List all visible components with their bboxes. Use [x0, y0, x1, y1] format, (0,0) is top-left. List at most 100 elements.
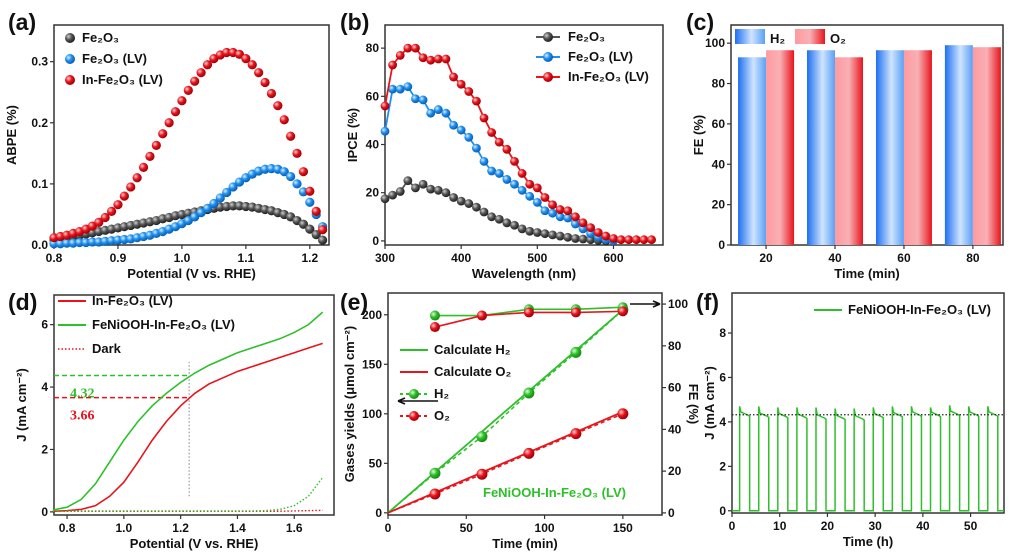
- data-point: [418, 95, 428, 105]
- data-point: [517, 224, 527, 234]
- data-point: [548, 208, 557, 218]
- data-point: [510, 179, 519, 189]
- series-1: [387, 410, 624, 514]
- data-point: [532, 197, 542, 207]
- data-point: [548, 230, 557, 240]
- data-point: [209, 198, 219, 209]
- data-point: [411, 183, 420, 193]
- data-point: [196, 68, 206, 78]
- series-0: [380, 176, 611, 246]
- legend-entry-0: Fe₂O₃: [536, 29, 605, 44]
- y-tick-label: 0.0: [31, 238, 48, 252]
- annotation-value: 3.66: [70, 409, 95, 424]
- legend-entry-0: FeNiOOH-In-Fe₂O₃ (LV): [814, 302, 991, 317]
- y-tick-label: 4: [41, 380, 48, 394]
- data-point: [639, 235, 649, 245]
- data-point: [471, 143, 481, 153]
- series-5: [429, 306, 628, 333]
- data-point: [183, 85, 193, 95]
- series-line: [387, 309, 624, 514]
- panel-b: (b) 300 400 500 600 0 20 40 60 80 Wavelength (nm) I…: [340, 9, 664, 281]
- legend: Fe₂O₃ Fe₂O₃ (LV) In-Fe₂O₃ (LV): [65, 30, 163, 87]
- legend-entry-2: Dark: [58, 341, 122, 356]
- y-right-tick-label: 0: [668, 506, 675, 520]
- x-tick-label: 80: [966, 251, 980, 265]
- data-point: [418, 179, 428, 189]
- data-point: [298, 167, 309, 177]
- data-point: [502, 175, 512, 184]
- data-point: [145, 151, 155, 161]
- data-point: [190, 76, 200, 86]
- y-tick-label: 0: [718, 238, 725, 252]
- panel-label: (b): [340, 9, 369, 35]
- y-axis-label: J (mA cm⁻²): [702, 366, 717, 440]
- y-tick-label: 150: [362, 357, 382, 371]
- data-point: [523, 387, 535, 399]
- data-point: [532, 228, 542, 237]
- legend-entry-3: O₂: [400, 408, 450, 423]
- y-right-tick-label: 20: [668, 464, 682, 478]
- data-point: [517, 185, 527, 195]
- data-point: [318, 225, 328, 235]
- data-point: [609, 234, 618, 243]
- x-tick-label: 1.0: [174, 251, 191, 265]
- data-point: [548, 200, 557, 210]
- x-tick-label: 0: [729, 519, 736, 533]
- x-tick-label: 100: [535, 521, 555, 535]
- y-tick-label: 80: [712, 77, 726, 91]
- panel-label: (e): [340, 289, 368, 315]
- legend-entry-1: Calculate O₂: [400, 364, 512, 379]
- panel-f: (f) 0 10 20 30 40 50 0 2 4 6 8 Time (h) J (mA cm⁻²) Fe…: [696, 289, 1005, 549]
- y-right-tick-label: 60: [668, 381, 682, 395]
- data-point: [525, 191, 535, 201]
- panel-e: (e)0 50 100 150050100150200020406080100Time…: [340, 289, 701, 551]
- bar: [807, 50, 836, 246]
- legend-entry-2: H₂: [400, 386, 449, 401]
- y-right-tick-label: 100: [668, 297, 688, 311]
- plot-frame: [53, 24, 330, 246]
- data-point: [305, 224, 315, 234]
- y-axis-label: ABPE (%): [4, 105, 19, 165]
- legend: H₂ O₂: [735, 29, 846, 46]
- panel-a: (a) 0.8 0.9 1.0 1.1 1.2 0.0 0.1 0.2 0.3 Potential …: [4, 9, 330, 281]
- data-point: [617, 408, 629, 420]
- plot-frame: [387, 292, 663, 516]
- data-point: [464, 132, 474, 142]
- data-point: [449, 193, 458, 202]
- data-point: [380, 101, 390, 111]
- data-point: [266, 88, 277, 99]
- x-tick-label: 600: [603, 251, 623, 265]
- data-point: [449, 72, 458, 82]
- data-point: [570, 307, 581, 318]
- data-point: [132, 173, 142, 183]
- data-point: [578, 218, 588, 228]
- x-axis-label: Time (h): [843, 534, 893, 549]
- data-point: [464, 199, 474, 208]
- data-point: [433, 105, 443, 114]
- data-point: [429, 467, 441, 479]
- data-point: [279, 167, 289, 177]
- data-point: [487, 128, 497, 137]
- data-point: [151, 140, 161, 150]
- bar: [835, 57, 864, 245]
- data-point: [87, 237, 97, 247]
- y-tick-label: 40: [712, 157, 726, 171]
- x-tick-label: 30: [868, 519, 882, 533]
- legend-label: Fe₂O₃ (LV): [568, 49, 633, 64]
- right-axis-arrow-icon: [630, 300, 661, 308]
- panel-label: (d): [8, 289, 37, 315]
- data-point: [215, 193, 225, 203]
- x-tick-label: 1.6: [286, 521, 303, 535]
- x-tick-label: 1.1: [238, 251, 255, 265]
- y-tick-label: 4: [719, 415, 726, 429]
- legend-entry-2: In-Fe₂O₃ (LV): [65, 72, 163, 87]
- bar: [766, 50, 795, 246]
- data-point: [380, 126, 390, 136]
- data-point: [305, 197, 315, 207]
- data-point: [502, 218, 512, 228]
- axes: 300 400 500 600 0 20 40 60 80 Wavelength (nm) IPCE…: [345, 24, 664, 281]
- data-point: [170, 107, 181, 117]
- data-point: [510, 220, 519, 230]
- data-point: [563, 213, 573, 223]
- data-point: [380, 194, 390, 204]
